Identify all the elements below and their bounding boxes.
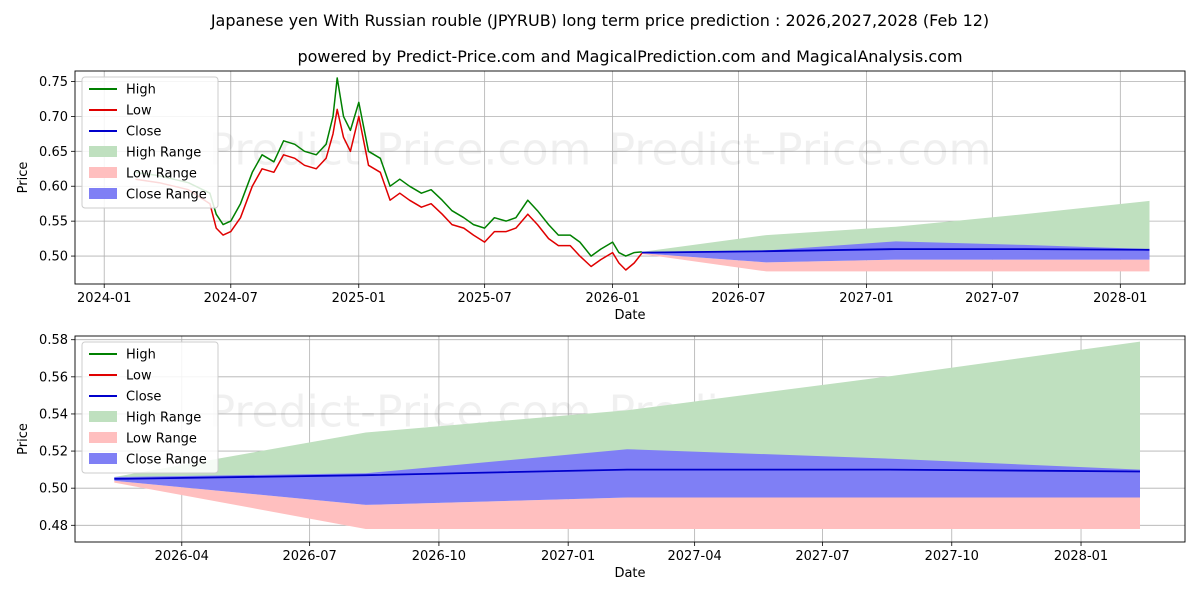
y-tick-label: 0.65: [39, 145, 68, 160]
legend-label: High Range: [126, 411, 201, 426]
y-axis-label: Price: [16, 162, 31, 194]
legend-label: High: [126, 83, 156, 98]
x-tick-label: 2024-01: [77, 291, 131, 306]
top-panel: 2024-01 2024-07 2025-01 2025-07 2026-01 2026-…: [16, 70, 1186, 323]
y-tick-label: 0.50: [39, 482, 68, 497]
y-tick-label: 0.50: [39, 250, 68, 265]
y-tick-label: 0.56: [39, 370, 68, 385]
chart-subtitle: powered by Predict-Price.com and Magical…: [297, 47, 962, 66]
y-tick-label: 0.70: [39, 110, 68, 125]
x-axis-label: Date: [614, 566, 645, 581]
legend-label: Close: [126, 125, 161, 140]
legend-label: Low: [126, 369, 152, 384]
plot-frame: [74, 335, 1186, 543]
watermark-text: Predict-Price.com: [209, 125, 592, 176]
legend-swatch-patch: [89, 167, 117, 178]
watermark-text: Predict-Price.com: [609, 125, 992, 176]
y-tick-label: 0.54: [39, 407, 68, 422]
close-range-band: [114, 449, 1140, 505]
close-forecast-line: [114, 468, 1141, 480]
high-range-band: [114, 341, 1140, 479]
x-tick-label: 2024-07: [204, 291, 258, 306]
y-axis-label: Price: [16, 423, 31, 455]
legend-label: High Range: [126, 146, 201, 161]
x-tick-label: 2025-01: [332, 291, 386, 306]
x-tick-label: 2027-10: [925, 549, 979, 564]
bottom-panel: 2026-04 2026-07 2026-10 2027-01 2027-04 2027-…: [16, 333, 1186, 581]
x-tick-label: 2027-01: [541, 549, 595, 564]
x-tick-label: 2028-01: [1093, 291, 1147, 306]
x-tick-label: 2027-07: [965, 291, 1019, 306]
y-tick-label: 0.55: [39, 215, 68, 230]
low-history-line: [135, 108, 643, 271]
low-range-band: [114, 480, 1140, 529]
legend-label: Low: [126, 104, 152, 119]
y-tick-label: 0.58: [39, 333, 68, 348]
high-history-line: [135, 77, 642, 257]
y-tick-label: 0.52: [39, 445, 68, 460]
chart-title: Japanese yen With Russian rouble (JPYRUB…: [210, 11, 989, 30]
low-range-band: [641, 253, 1150, 272]
legend-swatch-patch: [89, 146, 117, 157]
x-tick-label: 2026-01: [585, 291, 639, 306]
x-tick-label: 2026-07: [711, 291, 765, 306]
x-tick-label: 2028-01: [1054, 549, 1108, 564]
legend-label: Close: [126, 390, 161, 405]
x-tick-label: 2027-04: [667, 549, 721, 564]
legend-label: High: [126, 348, 156, 363]
plot-frame: [74, 70, 1186, 285]
legend-swatch-patch: [89, 453, 117, 464]
x-tick-label: 2025-07: [457, 291, 511, 306]
y-tick-label: 0.48: [39, 519, 68, 534]
legend-label: Low Range: [126, 167, 197, 182]
legend: High Low Close High Range Low Range Close Ran…: [81, 76, 219, 209]
legend-label: Low Range: [126, 432, 197, 447]
high-range-band: [641, 200, 1150, 253]
x-tick-label: 2027-07: [795, 549, 849, 564]
y-tick-label: 0.75: [39, 75, 68, 90]
y-tick-label: 0.60: [39, 180, 68, 195]
legend-swatch-patch: [89, 188, 117, 199]
x-tick-label: 2026-07: [282, 549, 336, 564]
x-tick-label: 2027-01: [839, 291, 893, 306]
x-tick-label: 2026-10: [412, 549, 466, 564]
legend-label: Close Range: [126, 188, 207, 203]
legend-label: Close Range: [126, 453, 207, 468]
legend-swatch-patch: [89, 432, 117, 443]
legend-swatch-patch: [89, 411, 117, 422]
x-axis-label: Date: [614, 308, 645, 323]
x-tick-label: 2026-04: [155, 549, 209, 564]
close-range-band: [641, 241, 1150, 263]
legend: High Low Close High Range Low Range Close Ran…: [81, 341, 219, 474]
close-forecast-line: [641, 248, 1150, 254]
